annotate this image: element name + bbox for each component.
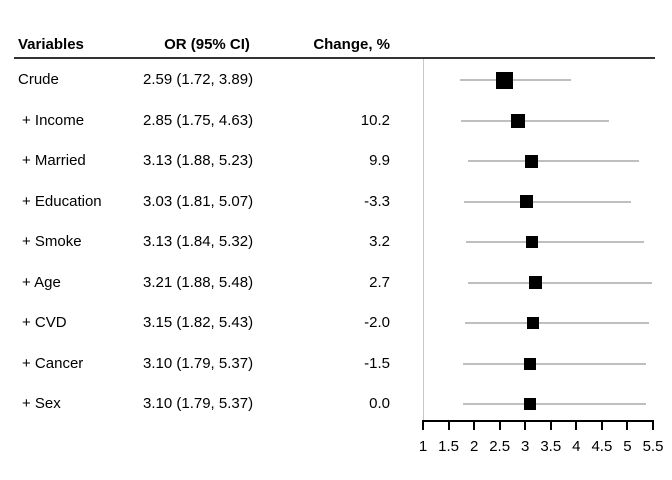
- confidence-interval-line: [465, 241, 644, 243]
- plot-left-border-line: [422, 59, 424, 420]
- column-header-variables: Variables: [18, 36, 84, 53]
- x-axis-tick: [652, 420, 654, 430]
- row-change-value: -2.0: [364, 314, 390, 331]
- x-axis-tick-label: 5: [623, 438, 632, 455]
- row-change-value: 3.2: [369, 233, 390, 250]
- row-change-value: 9.9: [369, 152, 390, 169]
- confidence-interval-line: [467, 281, 652, 284]
- confidence-interval-line: [467, 160, 640, 162]
- or-point-marker: [510, 113, 525, 128]
- x-axis-tick-label: 3.5: [540, 438, 562, 455]
- confidence-interval-line: [464, 200, 631, 203]
- row-change-value: 0.0: [369, 395, 390, 412]
- x-axis-tick: [600, 420, 603, 430]
- or-point-marker: [525, 154, 539, 168]
- row-or-ci-value: 3.03 (1.81, 5.07): [143, 192, 254, 210]
- confidence-interval-line: [459, 79, 571, 81]
- or-point-marker: [520, 195, 534, 208]
- or-point-marker: [529, 276, 543, 289]
- row-variable-label: + Married: [22, 152, 86, 169]
- row-variable-label: + Age: [22, 273, 61, 291]
- x-axis-tick: [498, 420, 501, 430]
- or-point-marker: [524, 357, 537, 370]
- x-axis-tick: [626, 420, 629, 430]
- column-header-or-ci: OR (95% CI): [164, 36, 250, 53]
- or-point-marker: [495, 71, 513, 89]
- x-axis-tick-label: 1.5: [438, 438, 459, 455]
- row-or-ci-value: 3.13 (1.84, 5.32): [143, 233, 254, 250]
- x-axis-tick-label: 1: [418, 438, 428, 455]
- row-or-ci-value: 3.13 (1.88, 5.23): [143, 152, 254, 169]
- x-axis-tick: [422, 420, 424, 430]
- x-axis-tick: [473, 420, 476, 430]
- x-axis-tick: [549, 420, 552, 430]
- x-axis-tick: [524, 420, 527, 430]
- row-change-value: -3.3: [364, 192, 390, 210]
- row-or-ci-value: 3.10 (1.79, 5.37): [143, 354, 254, 372]
- x-axis-tick-label: 4.5: [591, 438, 613, 455]
- row-or-ci-value: 3.10 (1.79, 5.37): [143, 395, 254, 412]
- row-variable-label: + Education: [22, 192, 102, 210]
- x-axis-tick-label: 2: [469, 438, 479, 455]
- row-variable-label: + Smoke: [22, 233, 82, 250]
- row-change-value: 2.7: [369, 273, 390, 291]
- row-variable-label: + CVD: [22, 314, 67, 331]
- x-axis-line: [422, 420, 654, 422]
- x-axis-tick-label: 4: [572, 438, 581, 455]
- confidence-interval-line: [464, 322, 650, 324]
- row-variable-label: Crude: [18, 71, 59, 88]
- x-axis-tick-label: 3: [521, 438, 530, 455]
- row-change-value: 10.2: [360, 111, 390, 129]
- row-or-ci-value: 3.21 (1.88, 5.48): [143, 273, 254, 291]
- confidence-interval-line: [461, 119, 609, 122]
- confidence-interval-line: [463, 403, 647, 405]
- or-point-marker: [525, 236, 538, 248]
- row-change-value: -1.5: [364, 354, 390, 372]
- row-variable-label: + Sex: [22, 395, 61, 412]
- confidence-interval-line: [463, 362, 647, 365]
- or-point-marker: [526, 317, 539, 329]
- row-variable-label: + Cancer: [22, 354, 84, 372]
- x-axis-tick-label: 5.5: [642, 438, 664, 455]
- x-axis-tick: [575, 420, 578, 430]
- x-axis-tick-label: 2.5: [489, 438, 511, 455]
- row-or-ci-value: 2.59 (1.72, 3.89): [143, 71, 254, 88]
- row-change-value: [280, 70, 390, 90]
- row-or-ci-value: 3.15 (1.82, 5.43): [143, 314, 254, 331]
- column-header-change: Change, %: [313, 36, 390, 53]
- x-axis-tick: [447, 420, 450, 430]
- row-variable-label: + Income: [22, 111, 85, 129]
- header-divider-line: [14, 57, 655, 59]
- or-point-marker: [524, 398, 537, 410]
- row-or-ci-value: 2.85 (1.75, 4.63): [143, 111, 254, 129]
